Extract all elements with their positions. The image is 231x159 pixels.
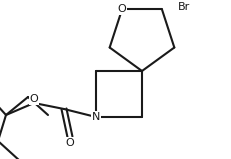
Text: O: O (65, 138, 74, 148)
Text: N: N (91, 112, 100, 122)
Text: O: O (30, 94, 38, 104)
Text: Br: Br (177, 3, 189, 13)
Text: O: O (117, 4, 126, 14)
